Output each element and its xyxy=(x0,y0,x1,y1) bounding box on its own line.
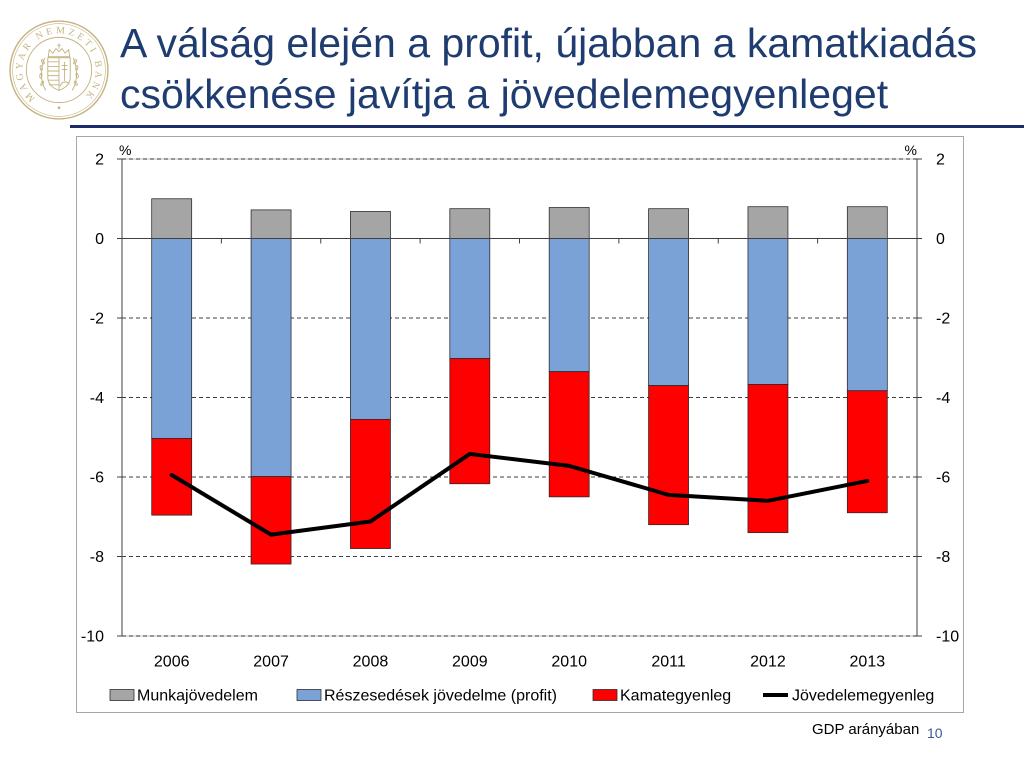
legend-label: Munkajövedelem xyxy=(137,688,258,705)
x-tick-label: 2006 xyxy=(154,654,190,671)
leaf-icon xyxy=(75,72,79,79)
y-tick-label-right: -2 xyxy=(936,311,950,328)
leaf-icon xyxy=(39,65,43,71)
bar-munkajovedelem-2011 xyxy=(648,208,689,239)
plot-area xyxy=(117,158,922,637)
y-tick-label-right: -8 xyxy=(936,549,950,566)
bar-reszesedesek-jovedelme-profit-2007 xyxy=(250,238,292,477)
y-tick-label-right: -10 xyxy=(936,629,959,646)
bar-kamategyenleg-2008 xyxy=(350,418,391,549)
bar-munkajovedelem-2012 xyxy=(747,206,789,239)
y-tick-label-right: -4 xyxy=(936,390,950,407)
bar-kamategyenleg-2006 xyxy=(151,438,193,516)
bar-reszesedesek-jovedelme-profit-2012 xyxy=(747,238,789,385)
chart: 2 2 0 0 -2 -2 -4 -4 -6 -6 -8 -8 -10 -10 2006 2007 2008 20… xyxy=(76,136,964,713)
legend-item-reszesedesek-jovedelme-profit: Részesedések jövedelme (profit) xyxy=(296,688,557,705)
bars xyxy=(151,198,888,565)
y-unit-right: % xyxy=(905,142,917,158)
y-unit-left: % xyxy=(119,142,131,158)
y-tick-label-left: -4 xyxy=(90,390,104,407)
y-tick-label-left: 0 xyxy=(95,231,104,248)
legend-label: Kamategyenleg xyxy=(620,688,731,705)
logo-inner-ring xyxy=(25,36,93,104)
mnb-logo: MAGYAR NEMZETI BANK xyxy=(9,20,109,120)
legend-item-kamategyenleg: Kamategyenleg xyxy=(592,688,731,705)
bar-kamategyenleg-2012 xyxy=(747,384,789,534)
bar-reszesedesek-jovedelme-profit-2008 xyxy=(350,238,391,420)
leaf-icon xyxy=(41,59,45,65)
bar-kamategyenleg-2010 xyxy=(548,371,590,498)
series-kamategyenleg xyxy=(151,358,888,565)
bar-reszesedesek-jovedelme-profit-2013 xyxy=(846,238,888,392)
y-tick-label-right: -6 xyxy=(936,470,950,487)
x-tick-label: 2012 xyxy=(750,654,786,671)
bar-kamategyenleg-2013 xyxy=(846,390,888,514)
bar-reszesedesek-jovedelme-profit-2009 xyxy=(449,238,491,359)
lines xyxy=(169,451,870,537)
x-tick-label: 2011 xyxy=(651,654,686,671)
leaf-icon xyxy=(75,65,79,71)
legend-label: Jövedelemegyenleg xyxy=(792,688,934,705)
double-cross-icon xyxy=(61,61,68,82)
footnote: GDP arányában xyxy=(812,721,920,738)
series-reszesedesek-jovedelme-profit xyxy=(151,238,888,477)
y-tick-label-left: -2 xyxy=(90,311,104,328)
y-tick-label-right: 2 xyxy=(936,152,945,169)
legend: Munkajövedelem Részesedések jövedelme (pr… xyxy=(109,688,934,705)
legend-item-munkajovedelem: Munkajövedelem xyxy=(109,688,258,705)
leaf-icon xyxy=(73,59,77,65)
y-tick-label-right: 0 xyxy=(936,231,945,248)
x-tick-label: 2008 xyxy=(353,654,389,671)
x-tick-label: 2013 xyxy=(850,654,886,671)
title-rule xyxy=(70,125,1024,128)
legend-item-jovedelemegyenleg: Jövedelemegyenleg xyxy=(763,688,934,705)
bar-kamategyenleg-2007 xyxy=(250,476,292,565)
bar-reszesedesek-jovedelme-profit-2011 xyxy=(648,238,689,386)
axis-labels: 2 2 0 0 -2 -2 -4 -4 -6 -6 -8 -8 -10 -10 2006 2007 2008 20… xyxy=(81,142,959,671)
series-munkajovedelem xyxy=(151,198,888,239)
legend-swatch xyxy=(296,689,322,701)
bar-reszesedesek-jovedelme-profit-2010 xyxy=(548,238,590,373)
bar-munkajovedelem-2009 xyxy=(449,208,491,239)
coat-of-arms-icon xyxy=(39,43,79,91)
page-number: 10 xyxy=(927,725,943,741)
legend-swatch xyxy=(592,689,618,701)
axes xyxy=(117,158,922,637)
bar-munkajovedelem-2010 xyxy=(548,207,590,239)
logo-outer-ring-inner xyxy=(12,23,106,117)
hills-icon xyxy=(59,81,70,87)
bar-munkajovedelem-2006 xyxy=(151,198,193,239)
x-tick-label: 2009 xyxy=(452,654,488,671)
bar-munkajovedelem-2013 xyxy=(846,206,888,239)
y-tick-label-left: -10 xyxy=(81,629,104,646)
bar-reszesedesek-jovedelme-profit-2006 xyxy=(151,238,193,439)
crown-icon xyxy=(47,48,71,58)
bar-munkajovedelem-2007 xyxy=(250,209,292,239)
chart-svg: 2 2 0 0 -2 -2 -4 -4 -6 -6 -8 -8 -10 -10 2006 2007 2008 20… xyxy=(81,142,959,705)
y-tick-label-left: -8 xyxy=(90,549,104,566)
logo-ornament-dot xyxy=(57,106,61,110)
y-tick-label-left: -6 xyxy=(90,470,104,487)
x-tick-label: 2010 xyxy=(551,654,587,671)
bar-munkajovedelem-2008 xyxy=(350,211,391,239)
shield-icon xyxy=(47,57,71,91)
bar-kamategyenleg-2011 xyxy=(648,385,689,526)
legend-label: Részesedések jövedelme (profit) xyxy=(324,688,557,705)
logo-outer-ring xyxy=(9,20,109,120)
x-tick-label: 2007 xyxy=(253,654,289,671)
y-tick-label-left: 2 xyxy=(95,152,104,169)
leaf-icon xyxy=(39,72,43,79)
page-title: A válság elején a profit, újabban a kama… xyxy=(120,20,977,117)
crown-cross-icon xyxy=(57,43,61,49)
legend-swatch xyxy=(109,689,135,701)
leaf-icon xyxy=(40,80,45,86)
shield-stripes xyxy=(47,61,59,86)
series-line-jovedelemegyenleg xyxy=(169,451,870,537)
leaf-icon xyxy=(73,80,78,86)
